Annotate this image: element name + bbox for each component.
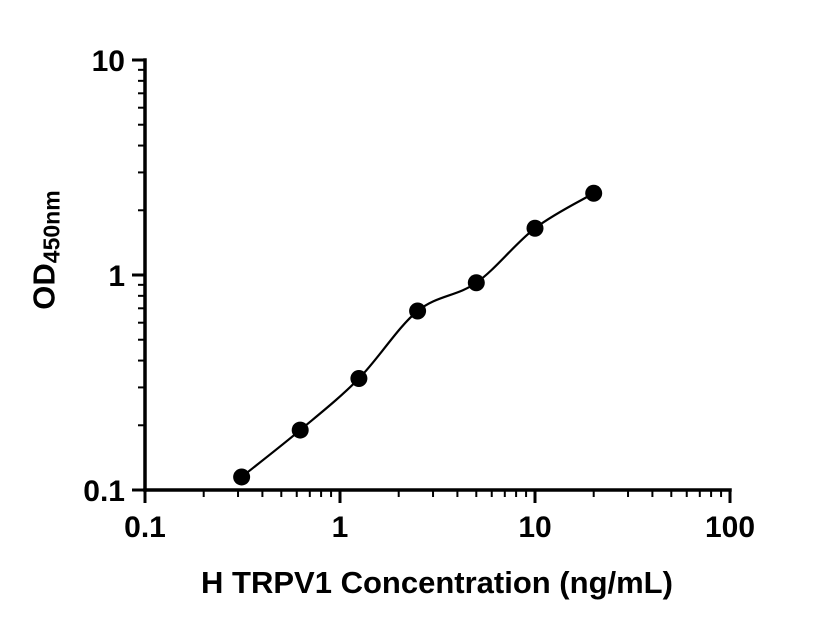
x-axis-tick-label: 1 [332,511,349,544]
data-point [467,274,485,292]
x-axis-title: H TRPV1 Concentration (ng/mL) [201,565,673,600]
y-axis-tick-label: 1 [108,260,125,293]
x-axis-tick-label: 100 [705,511,755,544]
data-point [350,370,368,388]
y-axis-tick-label: 10 [92,45,125,78]
x-axis-tick-label: 0.1 [124,511,166,544]
y-axis-title: OD450nm [27,190,66,309]
data-point [233,468,251,486]
data-point [409,302,427,320]
x-axis-tick-label: 10 [518,511,551,544]
data-point [291,421,309,439]
y-axis-tick-label: 0.1 [83,475,125,508]
y-axis-title-subscript: 450nm [38,190,65,264]
y-axis-title-main: OD [26,263,62,310]
data-point [526,219,544,237]
data-point [585,184,603,202]
